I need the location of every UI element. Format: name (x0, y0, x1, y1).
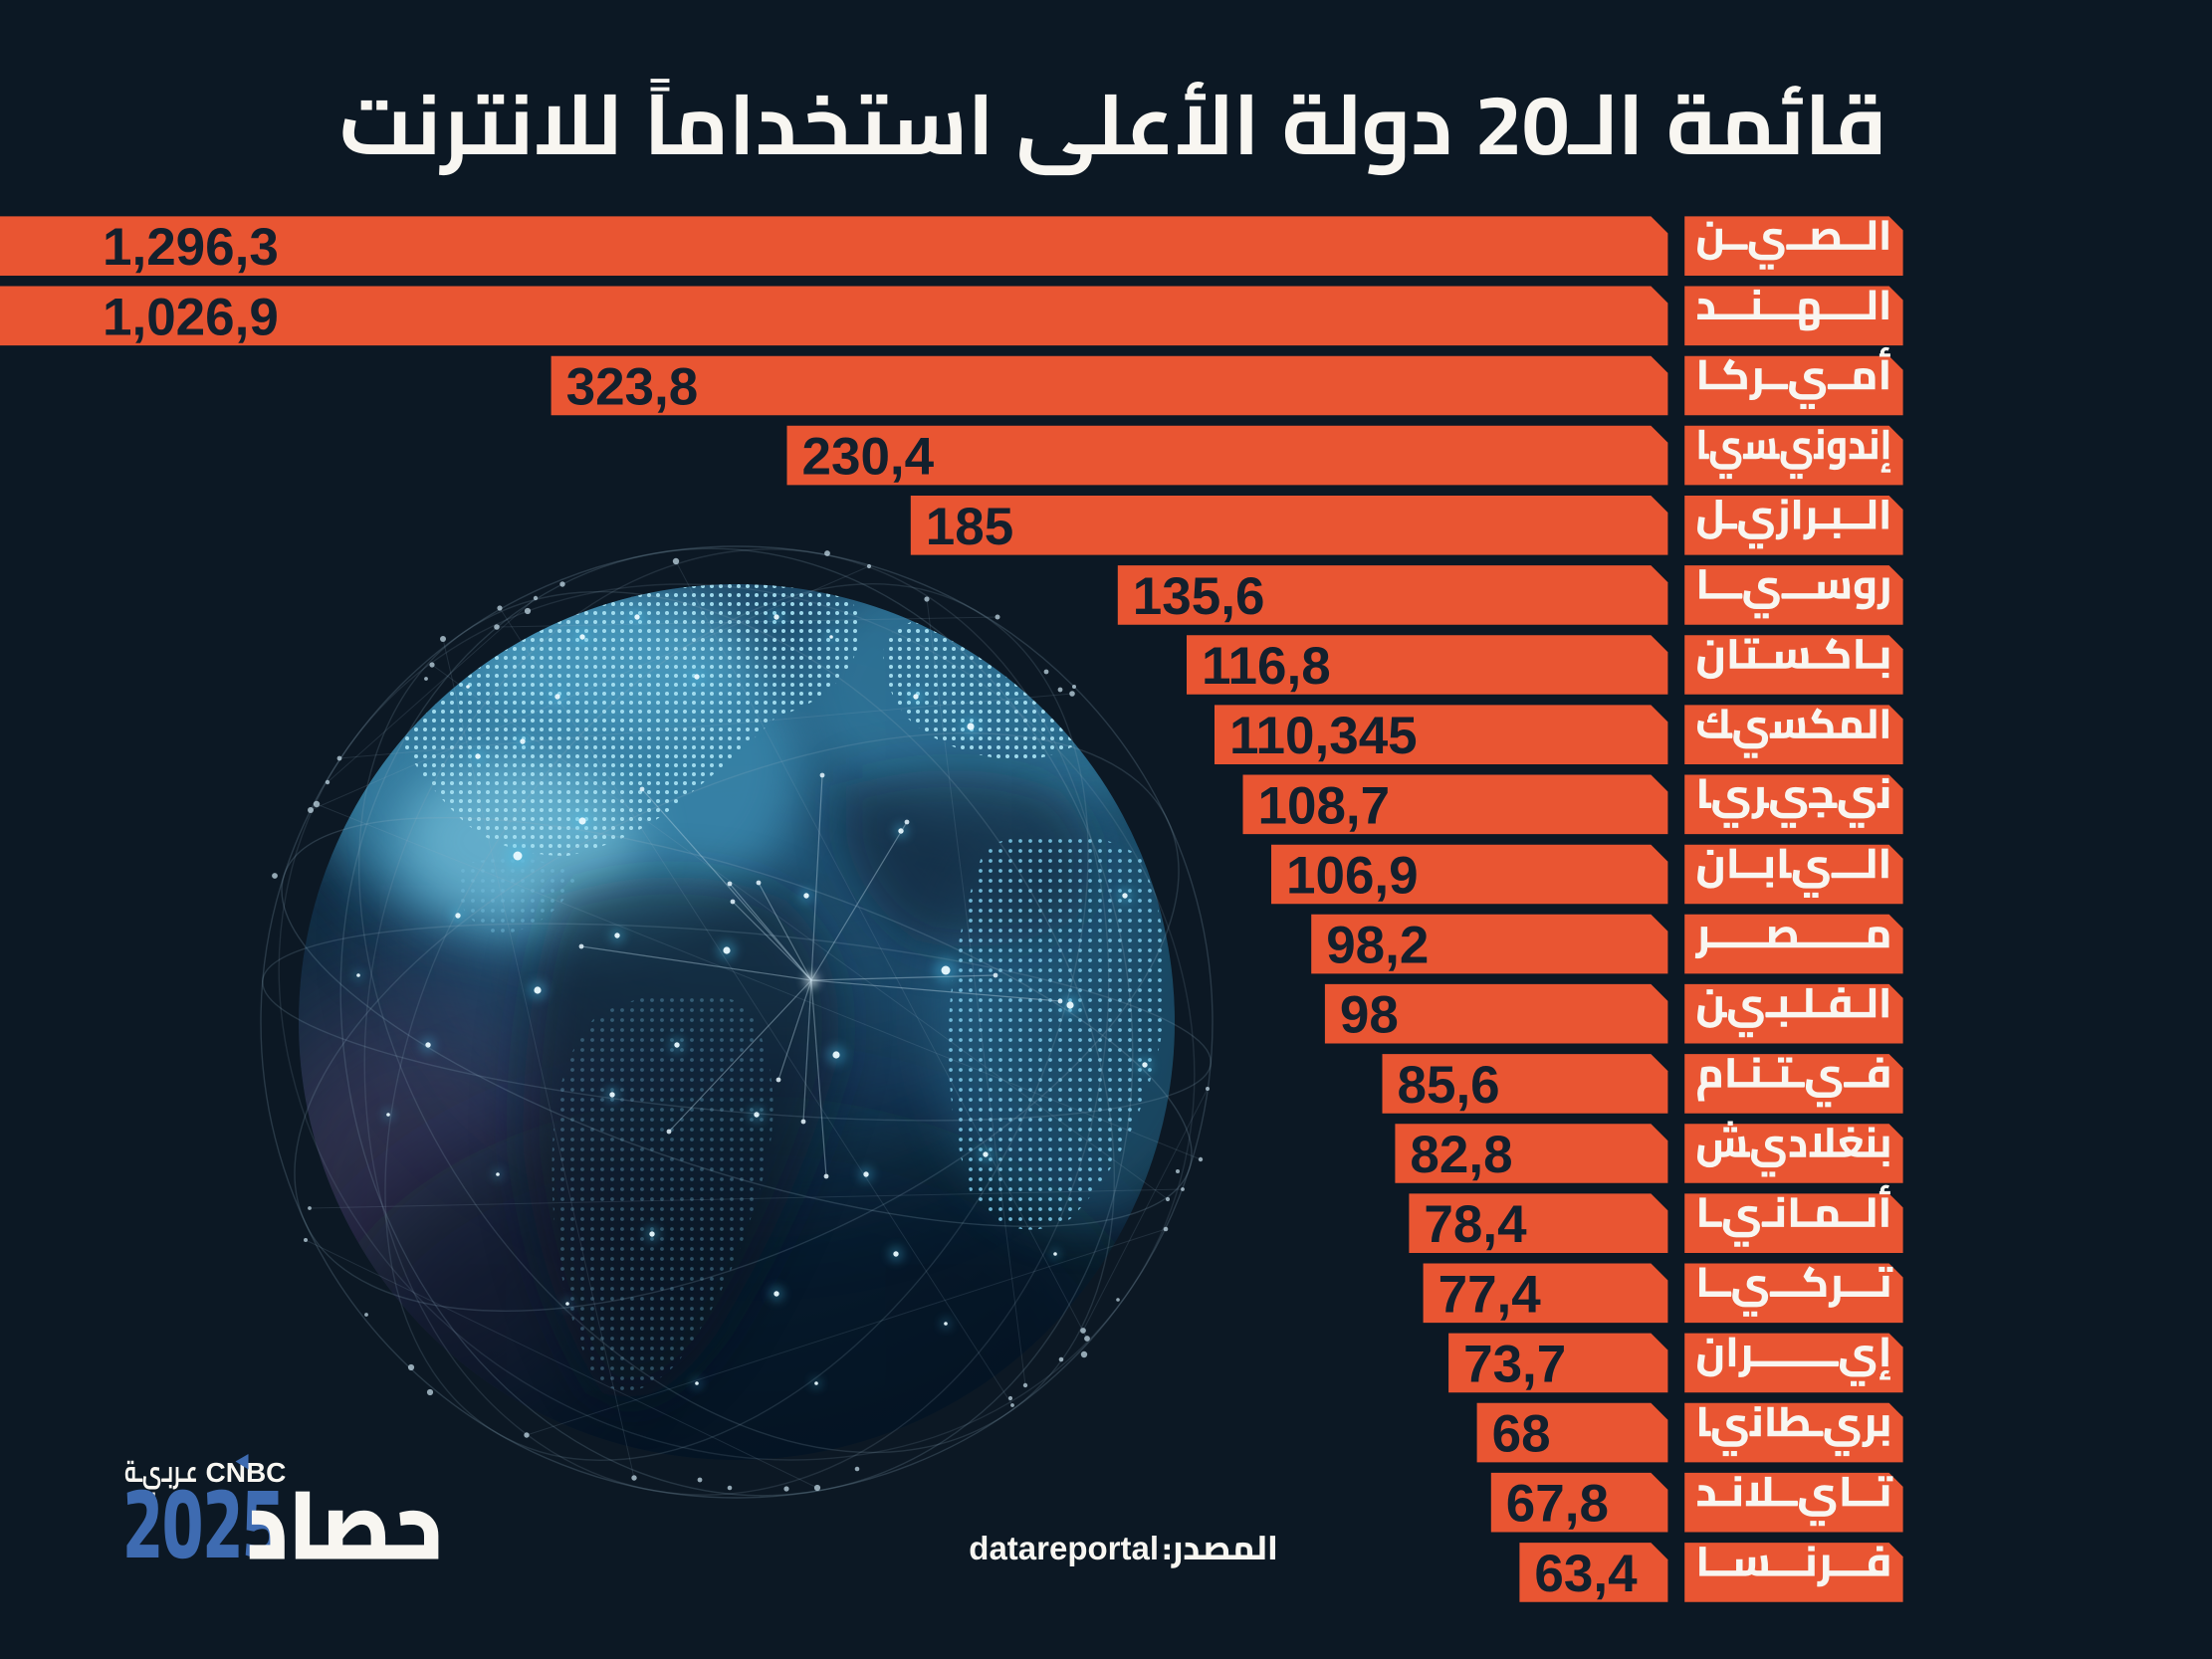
svg-text:85,6: 85,6 (1398, 1056, 1500, 1115)
svg-text:73,7: 73,7 (1463, 1335, 1566, 1393)
svg-text:230,4: 230,4 (802, 428, 935, 487)
svg-text:1,296,3: 1,296,3 (103, 218, 279, 277)
svg-text:datareportal: datareportal (969, 1530, 1159, 1566)
svg-text:78,4: 78,4 (1424, 1195, 1527, 1254)
svg-text:1,026,9: 1,026,9 (103, 288, 279, 346)
svg-text:63,4: 63,4 (1534, 1545, 1638, 1603)
svg-text:98,2: 98,2 (1326, 917, 1429, 975)
svg-text:108,7: 108,7 (1258, 776, 1391, 835)
svg-text:110,345: 110,345 (1229, 707, 1418, 765)
svg-text:67,8: 67,8 (1506, 1475, 1609, 1534)
svg-text:98: 98 (1340, 986, 1399, 1045)
svg-text:185: 185 (926, 498, 1013, 556)
svg-text:106,9: 106,9 (1286, 847, 1419, 906)
svg-text:323,8: 323,8 (566, 358, 699, 417)
svg-text:82,8: 82,8 (1410, 1126, 1512, 1184)
svg-text:135,6: 135,6 (1133, 567, 1265, 626)
svg-text:77,4: 77,4 (1438, 1265, 1542, 1324)
svg-text:68: 68 (1492, 1405, 1551, 1464)
svg-text:116,8: 116,8 (1202, 637, 1331, 696)
